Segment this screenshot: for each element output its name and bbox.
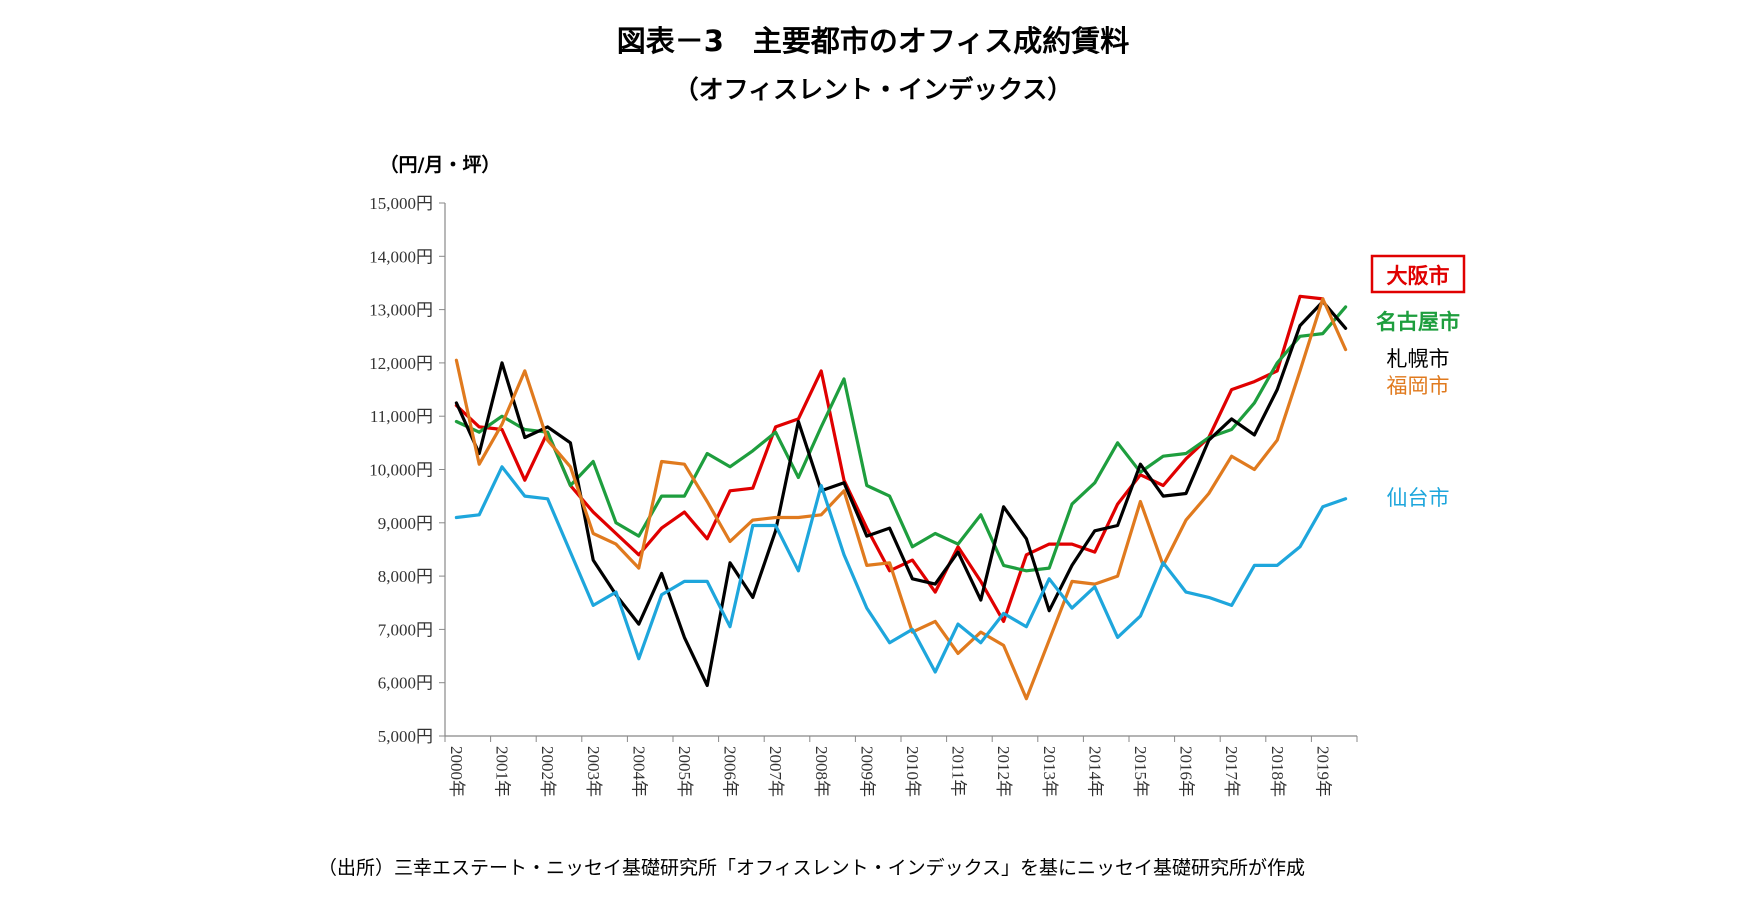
source-note: （出所）三幸エステート・ニッセイ基礎研究所「オフィスレント・インデックス」を基に…	[318, 857, 1305, 879]
y-unit-label: （円/月・坪）	[380, 153, 501, 176]
x-tick-label: 2004年	[629, 746, 648, 797]
y-tick-label: 13,000円	[369, 301, 433, 320]
series-label-札幌市: 札幌市	[1387, 347, 1450, 371]
y-tick-label: 6,000円	[378, 674, 433, 693]
x-tick-label: 2007年	[766, 746, 785, 797]
x-tick-label: 2012年	[994, 746, 1013, 797]
y-tick-label: 14,000円	[369, 247, 433, 266]
y-tick-label: 12,000円	[369, 354, 433, 373]
series-line-大阪市	[454, 294, 1325, 624]
x-tick-label: 2005年	[675, 746, 694, 797]
series-label-名古屋市: 名古屋市	[1376, 310, 1460, 334]
x-tick-label: 2018年	[1268, 746, 1287, 797]
series-line-福岡市	[454, 297, 1348, 701]
x-tick-label: 2006年	[721, 746, 740, 797]
x-tick-label: 2013年	[1040, 746, 1059, 797]
x-ticks: 2000年 2001年 2002年 2003年 2004年 2005年 2006年 2007年…	[444, 736, 1358, 797]
series-line-仙台市	[454, 465, 1348, 674]
chart-subtitle: （オフィスレント・インデックス）	[674, 75, 1073, 104]
x-tick-label: 2014年	[1085, 746, 1104, 797]
x-tick-label: 2015年	[1131, 746, 1150, 797]
x-tick-label: 2019年	[1313, 746, 1332, 797]
series-label-仙台市: 仙台市	[1387, 486, 1450, 510]
series-label-box	[1370, 254, 1466, 294]
x-tick-label: 2010年	[903, 746, 922, 797]
x-tick-label: 2002年	[538, 746, 557, 797]
y-tick-label: 8,000円	[378, 567, 433, 586]
y-tick-label: 11,000円	[370, 407, 433, 426]
x-tick-label: 2016年	[1177, 746, 1196, 797]
series-lines	[454, 294, 1348, 701]
x-tick-label: 2008年	[812, 746, 831, 797]
x-tick-label: 2011年	[949, 746, 968, 796]
y-tick-label: 9,000円	[378, 514, 433, 533]
y-ticks: 5,000円 6,000円 7,000円 8,000円 9,000円 10,000円 11,…	[369, 194, 445, 746]
x-tick-label: 2017年	[1222, 746, 1241, 797]
series-line-名古屋市	[454, 305, 1348, 573]
y-tick-label: 7,000円	[378, 620, 433, 639]
y-tick-label: 15,000円	[369, 194, 433, 213]
y-tick-label: 5,000円	[378, 727, 433, 746]
series-label-大阪市: 大阪市	[1387, 264, 1450, 288]
x-tick-label: 2001年	[493, 746, 512, 797]
x-tick-label: 2003年	[584, 746, 603, 797]
y-tick-label: 10,000円	[369, 461, 433, 480]
x-tick-label: 2009年	[857, 746, 876, 797]
chart-title: 図表－3 主要都市のオフィス成約賃料	[617, 24, 1130, 58]
series-line-札幌市	[454, 300, 1348, 688]
series-label-福岡市: 福岡市	[1387, 374, 1450, 398]
x-tick-label: 2000年	[447, 746, 466, 797]
